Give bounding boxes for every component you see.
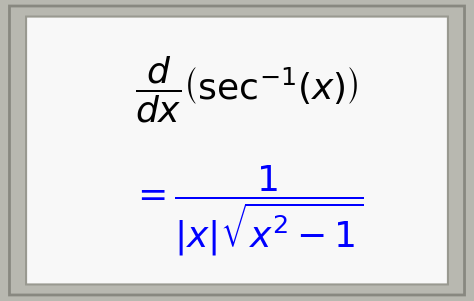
FancyBboxPatch shape — [26, 17, 448, 284]
Text: $= \dfrac{1}{|x|\sqrt{x^2-1}}$: $= \dfrac{1}{|x|\sqrt{x^2-1}}$ — [130, 163, 363, 258]
Text: $\dfrac{d}{dx}\left(\mathrm{sec}^{-1}(x)\right)$: $\dfrac{d}{dx}\left(\mathrm{sec}^{-1}(x)… — [135, 55, 358, 126]
FancyBboxPatch shape — [9, 6, 465, 295]
